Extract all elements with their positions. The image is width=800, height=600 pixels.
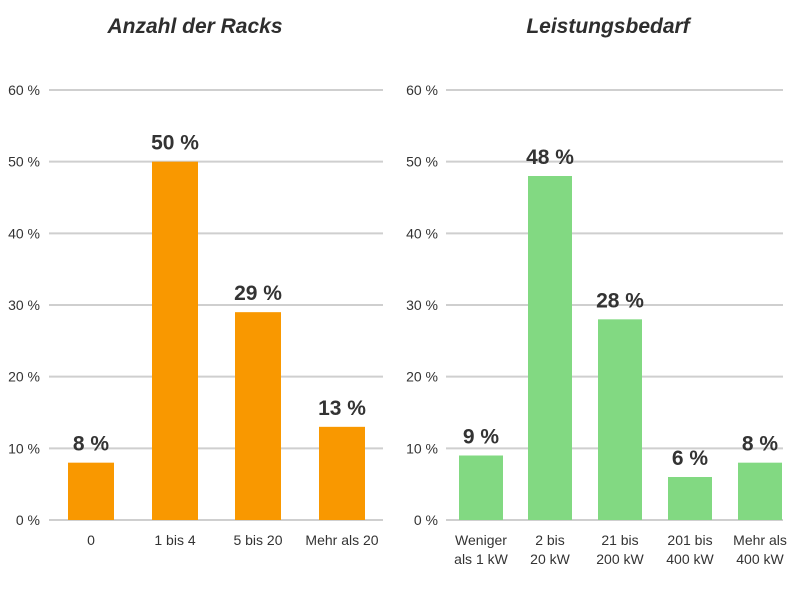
- data-label: 48 %: [526, 146, 574, 169]
- y-tick-label: 30 %: [406, 297, 438, 313]
- data-label: 8 %: [742, 433, 779, 456]
- y-tick-label: 40 %: [8, 225, 40, 241]
- x-tick-label: 1 bis 4: [154, 532, 195, 548]
- x-tick-label: 21 bis: [601, 532, 638, 548]
- x-tick-label: 400 kW: [736, 551, 784, 567]
- bar: [235, 312, 281, 520]
- x-tick-label: als 1 kW: [454, 551, 508, 567]
- y-tick-label: 20 %: [406, 369, 438, 385]
- x-tick-label: Weniger: [455, 532, 507, 548]
- y-tick-label: 50 %: [8, 154, 40, 170]
- x-tick-label: 5 bis 20: [233, 532, 282, 548]
- y-tick-label: 20 %: [8, 369, 40, 385]
- x-tick-label: Mehr als: [733, 532, 787, 548]
- bar: [738, 462, 782, 520]
- y-tick-label: 10 %: [406, 440, 438, 456]
- y-tick-label: 0 %: [16, 512, 40, 528]
- bar: [319, 426, 365, 520]
- x-tick-label: 200 kW: [596, 551, 644, 567]
- y-tick-label: 40 %: [406, 225, 438, 241]
- x-tick-label: 2 bis: [535, 532, 565, 548]
- y-tick-label: 0 %: [414, 512, 438, 528]
- data-label: 13 %: [318, 397, 366, 420]
- chart-title: Leistungsbedarf: [526, 15, 691, 38]
- y-tick-label: 30 %: [8, 297, 40, 313]
- bar: [68, 462, 114, 520]
- x-tick-label: 0: [87, 532, 95, 548]
- bar: [528, 176, 572, 520]
- bar: [668, 477, 712, 520]
- data-label: 28 %: [596, 289, 644, 312]
- x-tick-label: Mehr als 20: [305, 532, 378, 548]
- data-label: 8 %: [73, 433, 110, 456]
- data-label: 50 %: [151, 132, 199, 155]
- data-label: 29 %: [234, 282, 282, 305]
- data-label: 6 %: [672, 447, 709, 470]
- y-tick-label: 10 %: [8, 440, 40, 456]
- x-tick-label: 201 bis: [667, 532, 712, 548]
- bar: [152, 161, 198, 520]
- x-tick-label: 20 kW: [530, 551, 570, 567]
- bar: [459, 455, 503, 520]
- y-tick-label: 50 %: [406, 154, 438, 170]
- y-tick-label: 60 %: [8, 82, 40, 98]
- data-label: 9 %: [463, 426, 500, 449]
- chart-title: Anzahl der Racks: [106, 15, 282, 38]
- y-tick-label: 60 %: [406, 82, 438, 98]
- bar: [598, 319, 642, 520]
- x-tick-label: 400 kW: [666, 551, 714, 567]
